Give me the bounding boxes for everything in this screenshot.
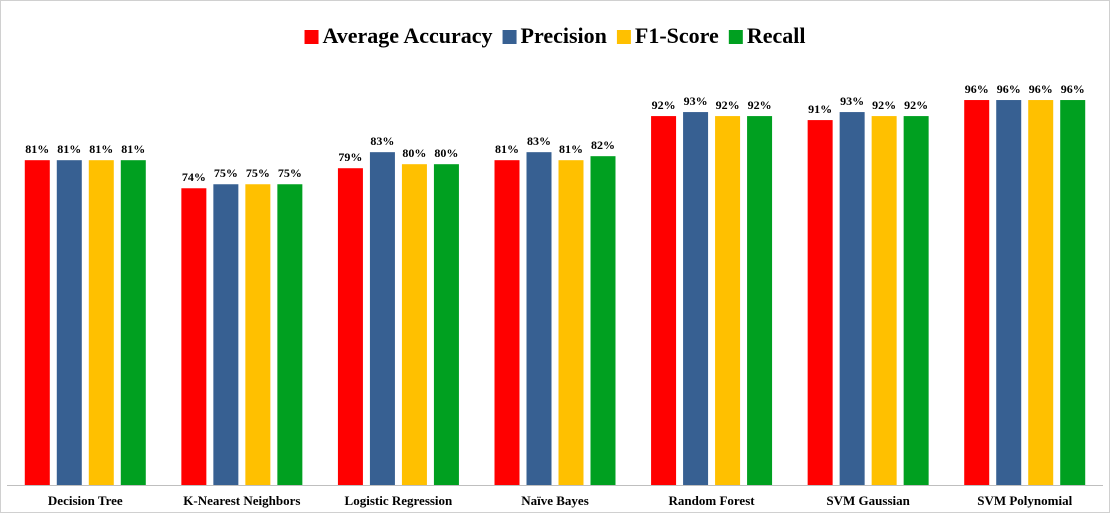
bar <box>871 116 897 485</box>
data-label: 83% <box>370 134 394 148</box>
bar <box>24 160 50 485</box>
legend-label: Recall <box>747 23 806 48</box>
data-label: 92% <box>872 98 896 112</box>
bar <box>245 184 271 485</box>
bar <box>903 116 929 485</box>
data-label: 96% <box>997 82 1021 96</box>
bar <box>651 116 677 485</box>
legend-label: F1-Score <box>635 23 719 48</box>
x-tick-label: SVM Polynomial <box>977 493 1072 508</box>
data-label: 80% <box>402 146 426 160</box>
bar <box>747 116 773 485</box>
data-label: 91% <box>808 102 832 116</box>
x-tick-label: SVM Gaussian <box>826 493 910 508</box>
data-label: 92% <box>904 98 928 112</box>
bar <box>181 188 207 485</box>
legend-swatch <box>502 30 517 44</box>
x-tick-label: K-Nearest Neighbors <box>183 493 300 508</box>
bar <box>590 156 616 485</box>
data-label: 96% <box>1029 82 1053 96</box>
data-label: 92% <box>716 98 740 112</box>
bar <box>494 160 520 485</box>
data-label: 80% <box>434 146 458 160</box>
data-label: 81% <box>495 142 519 156</box>
data-label: 83% <box>527 134 551 148</box>
bar <box>88 160 114 485</box>
x-tick-label: Naïve Bayes <box>521 493 589 508</box>
bar <box>807 120 833 485</box>
data-label: 82% <box>591 138 615 152</box>
bar <box>120 160 146 485</box>
bar <box>369 152 395 486</box>
bar <box>839 112 865 485</box>
legend-swatch <box>616 30 631 44</box>
data-label: 81% <box>25 142 49 156</box>
bar <box>1028 100 1054 485</box>
data-label: 93% <box>684 94 708 108</box>
bar <box>337 168 363 485</box>
x-tick-label: Decision Tree <box>48 493 123 508</box>
bar <box>996 100 1022 485</box>
bar <box>277 184 303 485</box>
data-label: 81% <box>121 142 145 156</box>
bar <box>715 116 741 485</box>
data-label: 74% <box>182 170 206 184</box>
bar <box>433 164 459 485</box>
bar <box>213 184 239 485</box>
legend-label: Precision <box>521 23 607 48</box>
data-label: 92% <box>748 98 772 112</box>
bar <box>683 112 709 485</box>
data-label: 81% <box>57 142 81 156</box>
data-label: 81% <box>559 142 583 156</box>
data-label: 81% <box>89 142 113 156</box>
x-tick-label: Logistic Regression <box>345 493 453 508</box>
legend-swatch <box>304 30 319 44</box>
bar <box>526 152 552 486</box>
data-label: 92% <box>652 98 676 112</box>
data-label: 96% <box>1061 82 1085 96</box>
bar <box>1060 100 1086 485</box>
data-label: 96% <box>965 82 989 96</box>
data-label: 75% <box>246 166 270 180</box>
data-label: 75% <box>214 166 238 180</box>
data-label: 75% <box>278 166 302 180</box>
bar <box>558 160 584 485</box>
data-label: 93% <box>840 94 864 108</box>
legend-swatch <box>728 30 743 44</box>
data-label: 79% <box>338 150 362 164</box>
bar <box>401 164 427 485</box>
bar <box>56 160 82 485</box>
legend-label: Average Accuracy <box>323 23 493 48</box>
x-tick-label: Random Forest <box>669 493 756 508</box>
bar <box>964 100 990 485</box>
